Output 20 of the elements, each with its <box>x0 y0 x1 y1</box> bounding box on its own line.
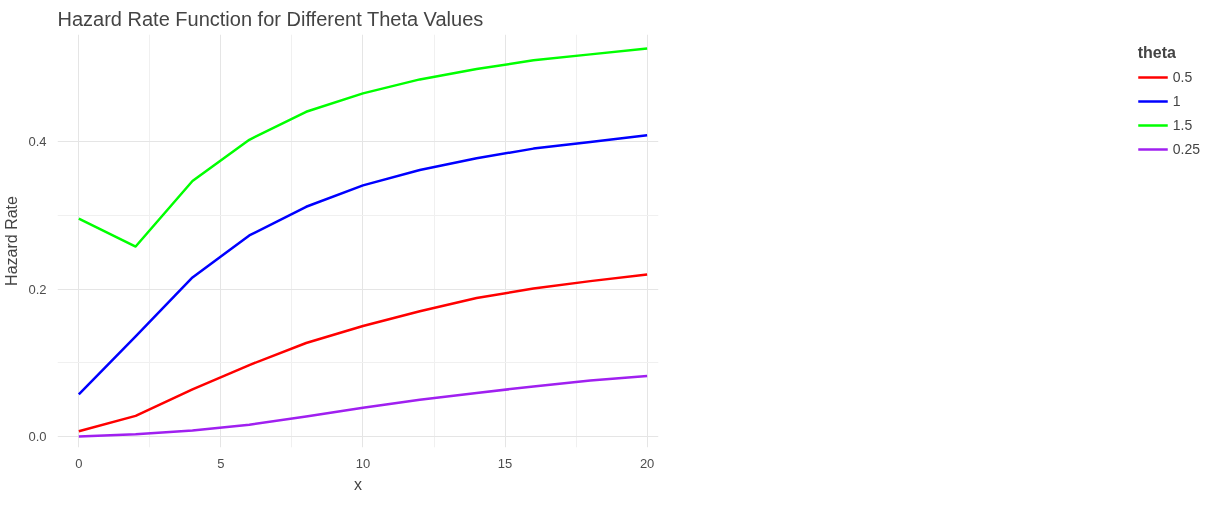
x-tick-label: 10 <box>355 455 371 471</box>
x-tick-label: 20 <box>639 455 655 471</box>
line-series <box>77 273 649 433</box>
line-series <box>77 374 649 438</box>
y-tick-label: 0.2 <box>28 281 47 297</box>
legend-label: 0.25 <box>1172 141 1200 157</box>
y-tick-label: 0.4 <box>28 134 47 150</box>
legend-label: 0.5 <box>1172 69 1193 85</box>
legend-title: theta <box>1137 44 1177 62</box>
legend-label: 1 <box>1172 93 1182 109</box>
y-tick-label: 0.0 <box>28 428 47 444</box>
chart-title: Hazard Rate Function for Different Theta Values <box>57 7 484 30</box>
legend-label: 1.5 <box>1172 117 1193 133</box>
line-series <box>77 134 649 396</box>
y-axis-title: Hazard Rate <box>3 195 21 286</box>
line-series <box>77 47 649 248</box>
x-axis-title: x <box>354 475 362 493</box>
x-tick-label: 15 <box>497 455 513 471</box>
x-tick-label: 5 <box>217 455 225 471</box>
x-tick-label: 0 <box>75 455 83 471</box>
